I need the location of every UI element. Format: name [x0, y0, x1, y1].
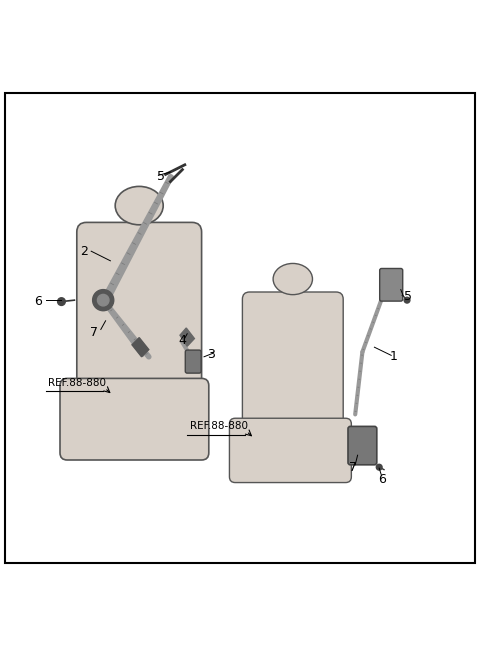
FancyBboxPatch shape	[380, 268, 403, 301]
FancyBboxPatch shape	[229, 419, 351, 483]
Text: REF.88-880: REF.88-880	[190, 420, 248, 431]
Ellipse shape	[115, 186, 163, 225]
FancyBboxPatch shape	[77, 222, 202, 395]
Text: 6: 6	[35, 295, 42, 308]
Text: 1: 1	[390, 350, 397, 363]
Text: 4: 4	[179, 333, 186, 346]
Circle shape	[58, 298, 65, 306]
Text: 6: 6	[378, 473, 385, 485]
FancyBboxPatch shape	[348, 426, 377, 465]
FancyBboxPatch shape	[242, 292, 343, 431]
Text: 5: 5	[404, 291, 412, 303]
Circle shape	[376, 464, 382, 470]
Text: 3: 3	[207, 348, 215, 361]
Text: 7: 7	[349, 461, 357, 474]
Circle shape	[404, 297, 410, 303]
Ellipse shape	[273, 264, 312, 295]
Text: 7: 7	[90, 326, 97, 339]
Text: 5: 5	[157, 171, 165, 183]
Text: 2: 2	[80, 245, 88, 258]
Circle shape	[97, 295, 109, 306]
Text: REF.88-880: REF.88-880	[48, 378, 106, 388]
Circle shape	[93, 289, 114, 311]
Polygon shape	[180, 328, 194, 346]
FancyBboxPatch shape	[60, 379, 209, 460]
FancyBboxPatch shape	[185, 350, 201, 373]
Polygon shape	[132, 338, 149, 357]
